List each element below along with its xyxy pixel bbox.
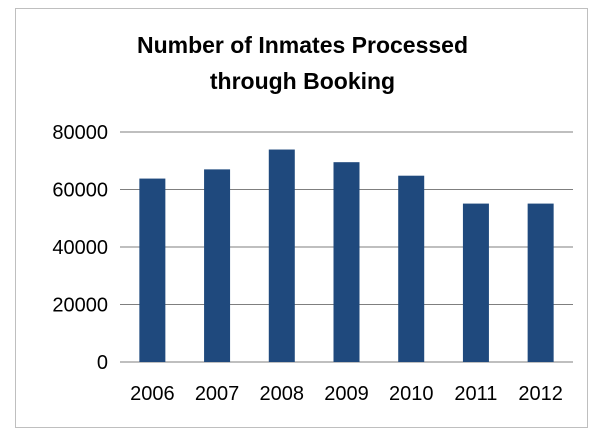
y-tick-label: 80000 [52, 122, 108, 144]
x-tick-label-2010: 2010 [389, 383, 434, 405]
bar-2007 [204, 169, 231, 362]
chart-title-line-1: Number of Inmates Processed [136, 32, 469, 58]
bar-2006 [139, 178, 166, 362]
y-tick-label: 20000 [52, 295, 108, 317]
y-tick-label: 60000 [52, 180, 108, 202]
bar-2012 [527, 203, 554, 362]
x-tick-label-2008: 2008 [260, 383, 305, 405]
bar-2011 [462, 203, 489, 362]
bar-2009 [333, 162, 360, 362]
x-tick-label-2009: 2009 [324, 383, 369, 405]
x-tick-label-2007: 2007 [195, 383, 240, 405]
chart-frame [15, 8, 588, 428]
y-tick-label: 0 [97, 352, 108, 374]
bar-2008 [268, 149, 295, 362]
x-tick-label-2011: 2011 [454, 383, 497, 405]
chart-title: Number of Inmates Processed through Book… [0, 27, 605, 99]
x-tick-label-2006: 2006 [130, 383, 175, 405]
x-tick-label-2012: 2012 [518, 383, 563, 405]
chart-title-line-2: through Booking [209, 68, 396, 94]
bar-2010 [398, 175, 425, 362]
y-tick-label: 40000 [52, 237, 108, 259]
